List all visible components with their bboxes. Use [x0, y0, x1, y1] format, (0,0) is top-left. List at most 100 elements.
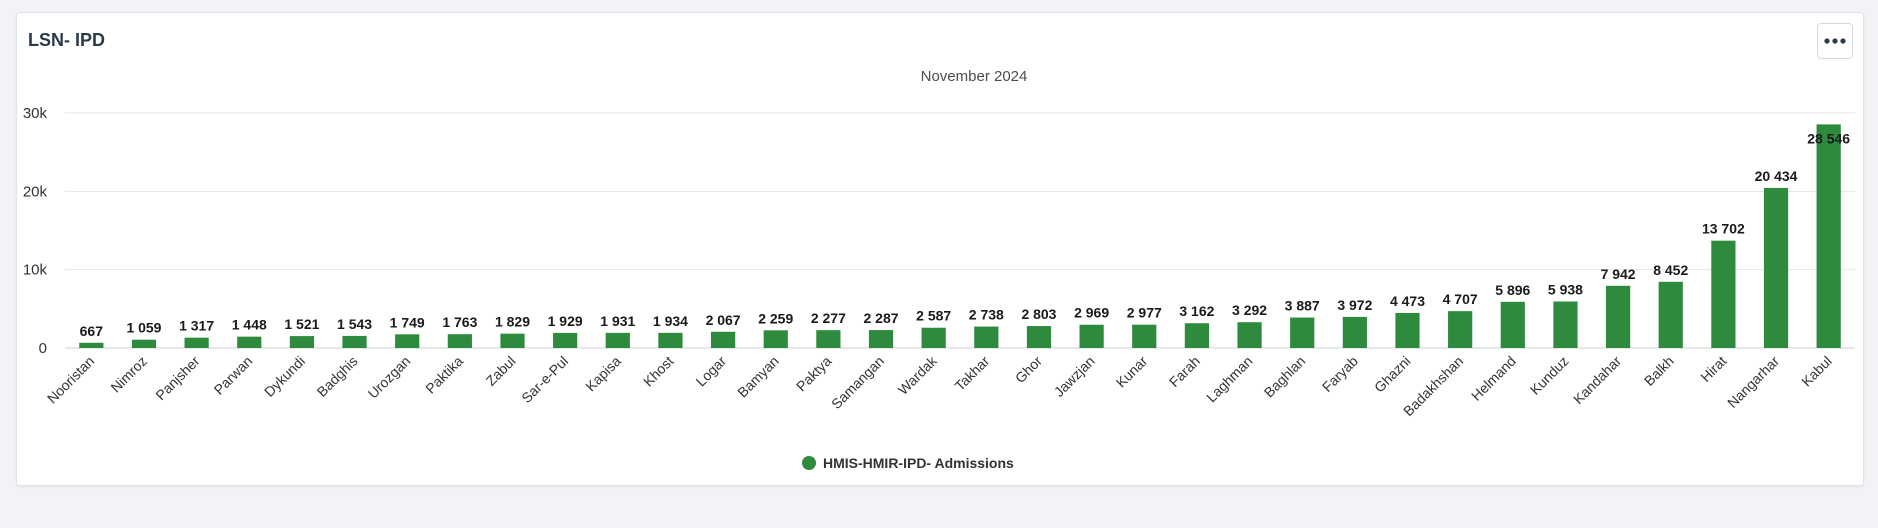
data-label: 2 587: [916, 308, 951, 324]
bar: [500, 333, 525, 348]
x-tick-label: Nimroz: [107, 353, 150, 396]
bar: [395, 334, 420, 348]
x-tick-label: Sar-e-Pul: [518, 353, 571, 406]
bar: [1395, 312, 1420, 348]
x-tick-label: Laghman: [1203, 353, 1256, 406]
y-tick-label: 0: [39, 340, 47, 357]
bar: [921, 327, 946, 348]
bar: [447, 334, 472, 348]
x-tick-label: Takhar: [951, 353, 992, 394]
data-label: 1 059: [126, 320, 161, 336]
data-label: 1 543: [337, 316, 372, 332]
bar: [1026, 326, 1052, 348]
card-title: LSN- IPD: [28, 30, 106, 50]
data-label: 2 969: [1074, 305, 1109, 321]
data-label: 4 473: [1390, 293, 1425, 309]
bar: [710, 331, 736, 348]
data-label: 5 938: [1548, 281, 1583, 297]
x-tick-label: Faryab: [1319, 353, 1361, 395]
bar: [1763, 187, 1789, 348]
data-label: 7 942: [1601, 266, 1636, 282]
data-label: 1 448: [232, 317, 267, 333]
chart-subtitle: November 2024: [921, 68, 1028, 85]
x-tick-label: Kabul: [1798, 353, 1835, 390]
data-label: 2 977: [1127, 305, 1162, 321]
data-label: 1 317: [179, 318, 214, 334]
legend-label: HMIS-HMIR-IPD- Admissions: [823, 455, 1014, 471]
data-label: 4 707: [1443, 291, 1478, 307]
x-tick-label: Ghazni: [1371, 353, 1414, 396]
bar: [1342, 316, 1367, 348]
y-tick-label: 20k: [23, 183, 48, 200]
bar: [1079, 324, 1104, 348]
bar: [974, 326, 999, 348]
bar-chart: November 2024 0 10k 20k 30k 667 Nooristan 1 059…: [23, 68, 1855, 471]
x-tick-label: Khost: [640, 353, 677, 390]
bar: [1290, 317, 1315, 348]
data-label: 8 452: [1653, 262, 1688, 278]
bar: [658, 332, 683, 348]
more-horizontal-icon: [1824, 38, 1846, 44]
data-label: 3 292: [1232, 302, 1267, 318]
bar: [1658, 281, 1683, 348]
x-tick-label: Kapisa: [582, 353, 624, 395]
bar: [289, 336, 315, 348]
x-tick-label: Balkh: [1641, 353, 1677, 389]
x-tick-label: Logar: [693, 353, 730, 390]
data-label: 1 931: [600, 313, 635, 329]
x-tick-label: Nangarhar: [1724, 353, 1782, 411]
x-tick-label: Bamyan: [734, 353, 782, 401]
x-tick-label: Samangan: [828, 353, 887, 412]
x-tick-label: Urozgan: [365, 353, 414, 402]
data-label: 2 259: [758, 310, 793, 326]
bar: [1448, 311, 1473, 348]
data-label: 2 067: [706, 312, 741, 328]
x-tick-label: Farah: [1166, 353, 1203, 390]
data-label: 1 934: [653, 313, 688, 329]
x-tick-label: Jawzjan: [1051, 353, 1098, 400]
x-tick-label: Kunar: [1113, 353, 1151, 391]
x-tick-label: Dykundi: [261, 353, 308, 400]
x-tick-label: Ghor: [1012, 353, 1046, 387]
data-label: 1 829: [495, 314, 530, 330]
data-label: 3 972: [1337, 297, 1372, 313]
bar: [763, 330, 788, 348]
data-label: 3 162: [1179, 303, 1214, 319]
bar: [868, 330, 894, 348]
x-tick-label: Parwan: [211, 353, 256, 398]
bar: [237, 336, 262, 348]
x-tick-label: Kandahar: [1570, 353, 1624, 407]
bar: [131, 339, 157, 348]
x-tick-label: Nooristan: [44, 353, 98, 407]
x-tick-label: Zabul: [483, 353, 519, 389]
more-options-button[interactable]: [1817, 23, 1853, 59]
bar: [1816, 124, 1841, 348]
data-label: 5 896: [1495, 282, 1530, 298]
bar: [184, 337, 209, 348]
bar: [1132, 324, 1157, 348]
x-tick-label: Paktika: [422, 353, 466, 397]
bar: [1500, 301, 1525, 348]
x-tick-label: Baghlan: [1261, 353, 1309, 401]
data-label: 2 803: [1021, 306, 1056, 322]
data-label: 2 738: [969, 307, 1004, 323]
data-label: 20 434: [1755, 168, 1798, 184]
bar: [79, 342, 104, 348]
y-tick-label: 10k: [23, 262, 48, 279]
bar: [816, 330, 841, 348]
data-label: 1 749: [390, 314, 425, 330]
x-tick-label: Kunduz: [1527, 353, 1572, 398]
bar: [1605, 285, 1631, 348]
bar: [1553, 301, 1578, 348]
data-label: 2 287: [864, 310, 899, 326]
data-label: 3 887: [1285, 298, 1320, 314]
data-label: 13 702: [1702, 221, 1745, 237]
bar: [1237, 322, 1262, 348]
x-tick-label: Hirat: [1697, 353, 1729, 385]
x-tick-label: Badghis: [314, 353, 361, 400]
y-tick-label: 30k: [23, 105, 48, 122]
data-label: 1 929: [548, 313, 583, 329]
bar: [1711, 240, 1736, 348]
data-label: 667: [80, 323, 104, 339]
x-tick-label: Wardak: [895, 352, 941, 398]
